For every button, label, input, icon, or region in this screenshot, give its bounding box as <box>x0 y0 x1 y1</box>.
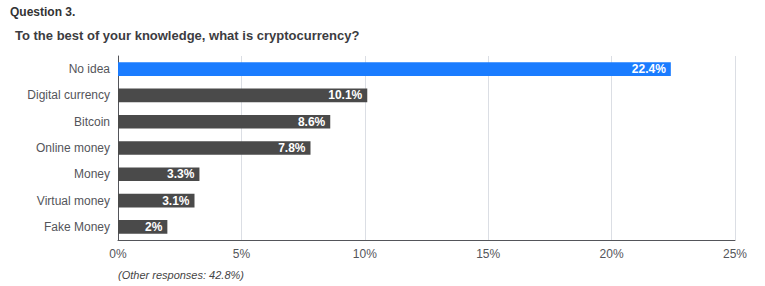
svg-text:3.1%: 3.1% <box>162 194 190 208</box>
svg-text:3.3%: 3.3% <box>167 167 195 181</box>
svg-text:2%: 2% <box>145 220 163 234</box>
svg-text:5%: 5% <box>233 247 251 261</box>
svg-text:(Other responses: 42.8%): (Other responses: 42.8%) <box>118 269 244 281</box>
svg-text:15%: 15% <box>476 247 500 261</box>
svg-text:To the best of your knowledge,: To the best of your knowledge, what is c… <box>15 28 359 43</box>
svg-text:Question 3.: Question 3. <box>10 5 75 19</box>
svg-text:8.6%: 8.6% <box>298 115 326 129</box>
svg-text:0%: 0% <box>109 247 127 261</box>
svg-text:22.4%: 22.4% <box>632 62 666 76</box>
svg-text:Bitcoin: Bitcoin <box>74 115 110 129</box>
svg-text:10%: 10% <box>353 247 377 261</box>
svg-text:Fake Money: Fake Money <box>44 220 110 234</box>
svg-text:25%: 25% <box>723 247 747 261</box>
svg-text:Digital currency: Digital currency <box>27 88 110 102</box>
svg-text:Virtual money: Virtual money <box>37 194 110 208</box>
svg-text:7.8%: 7.8% <box>278 141 306 155</box>
svg-text:No idea: No idea <box>69 62 111 76</box>
svg-text:10.1%: 10.1% <box>328 88 362 102</box>
svg-text:Money: Money <box>74 167 110 181</box>
svg-text:Online money: Online money <box>36 141 110 155</box>
svg-text:20%: 20% <box>600 247 624 261</box>
